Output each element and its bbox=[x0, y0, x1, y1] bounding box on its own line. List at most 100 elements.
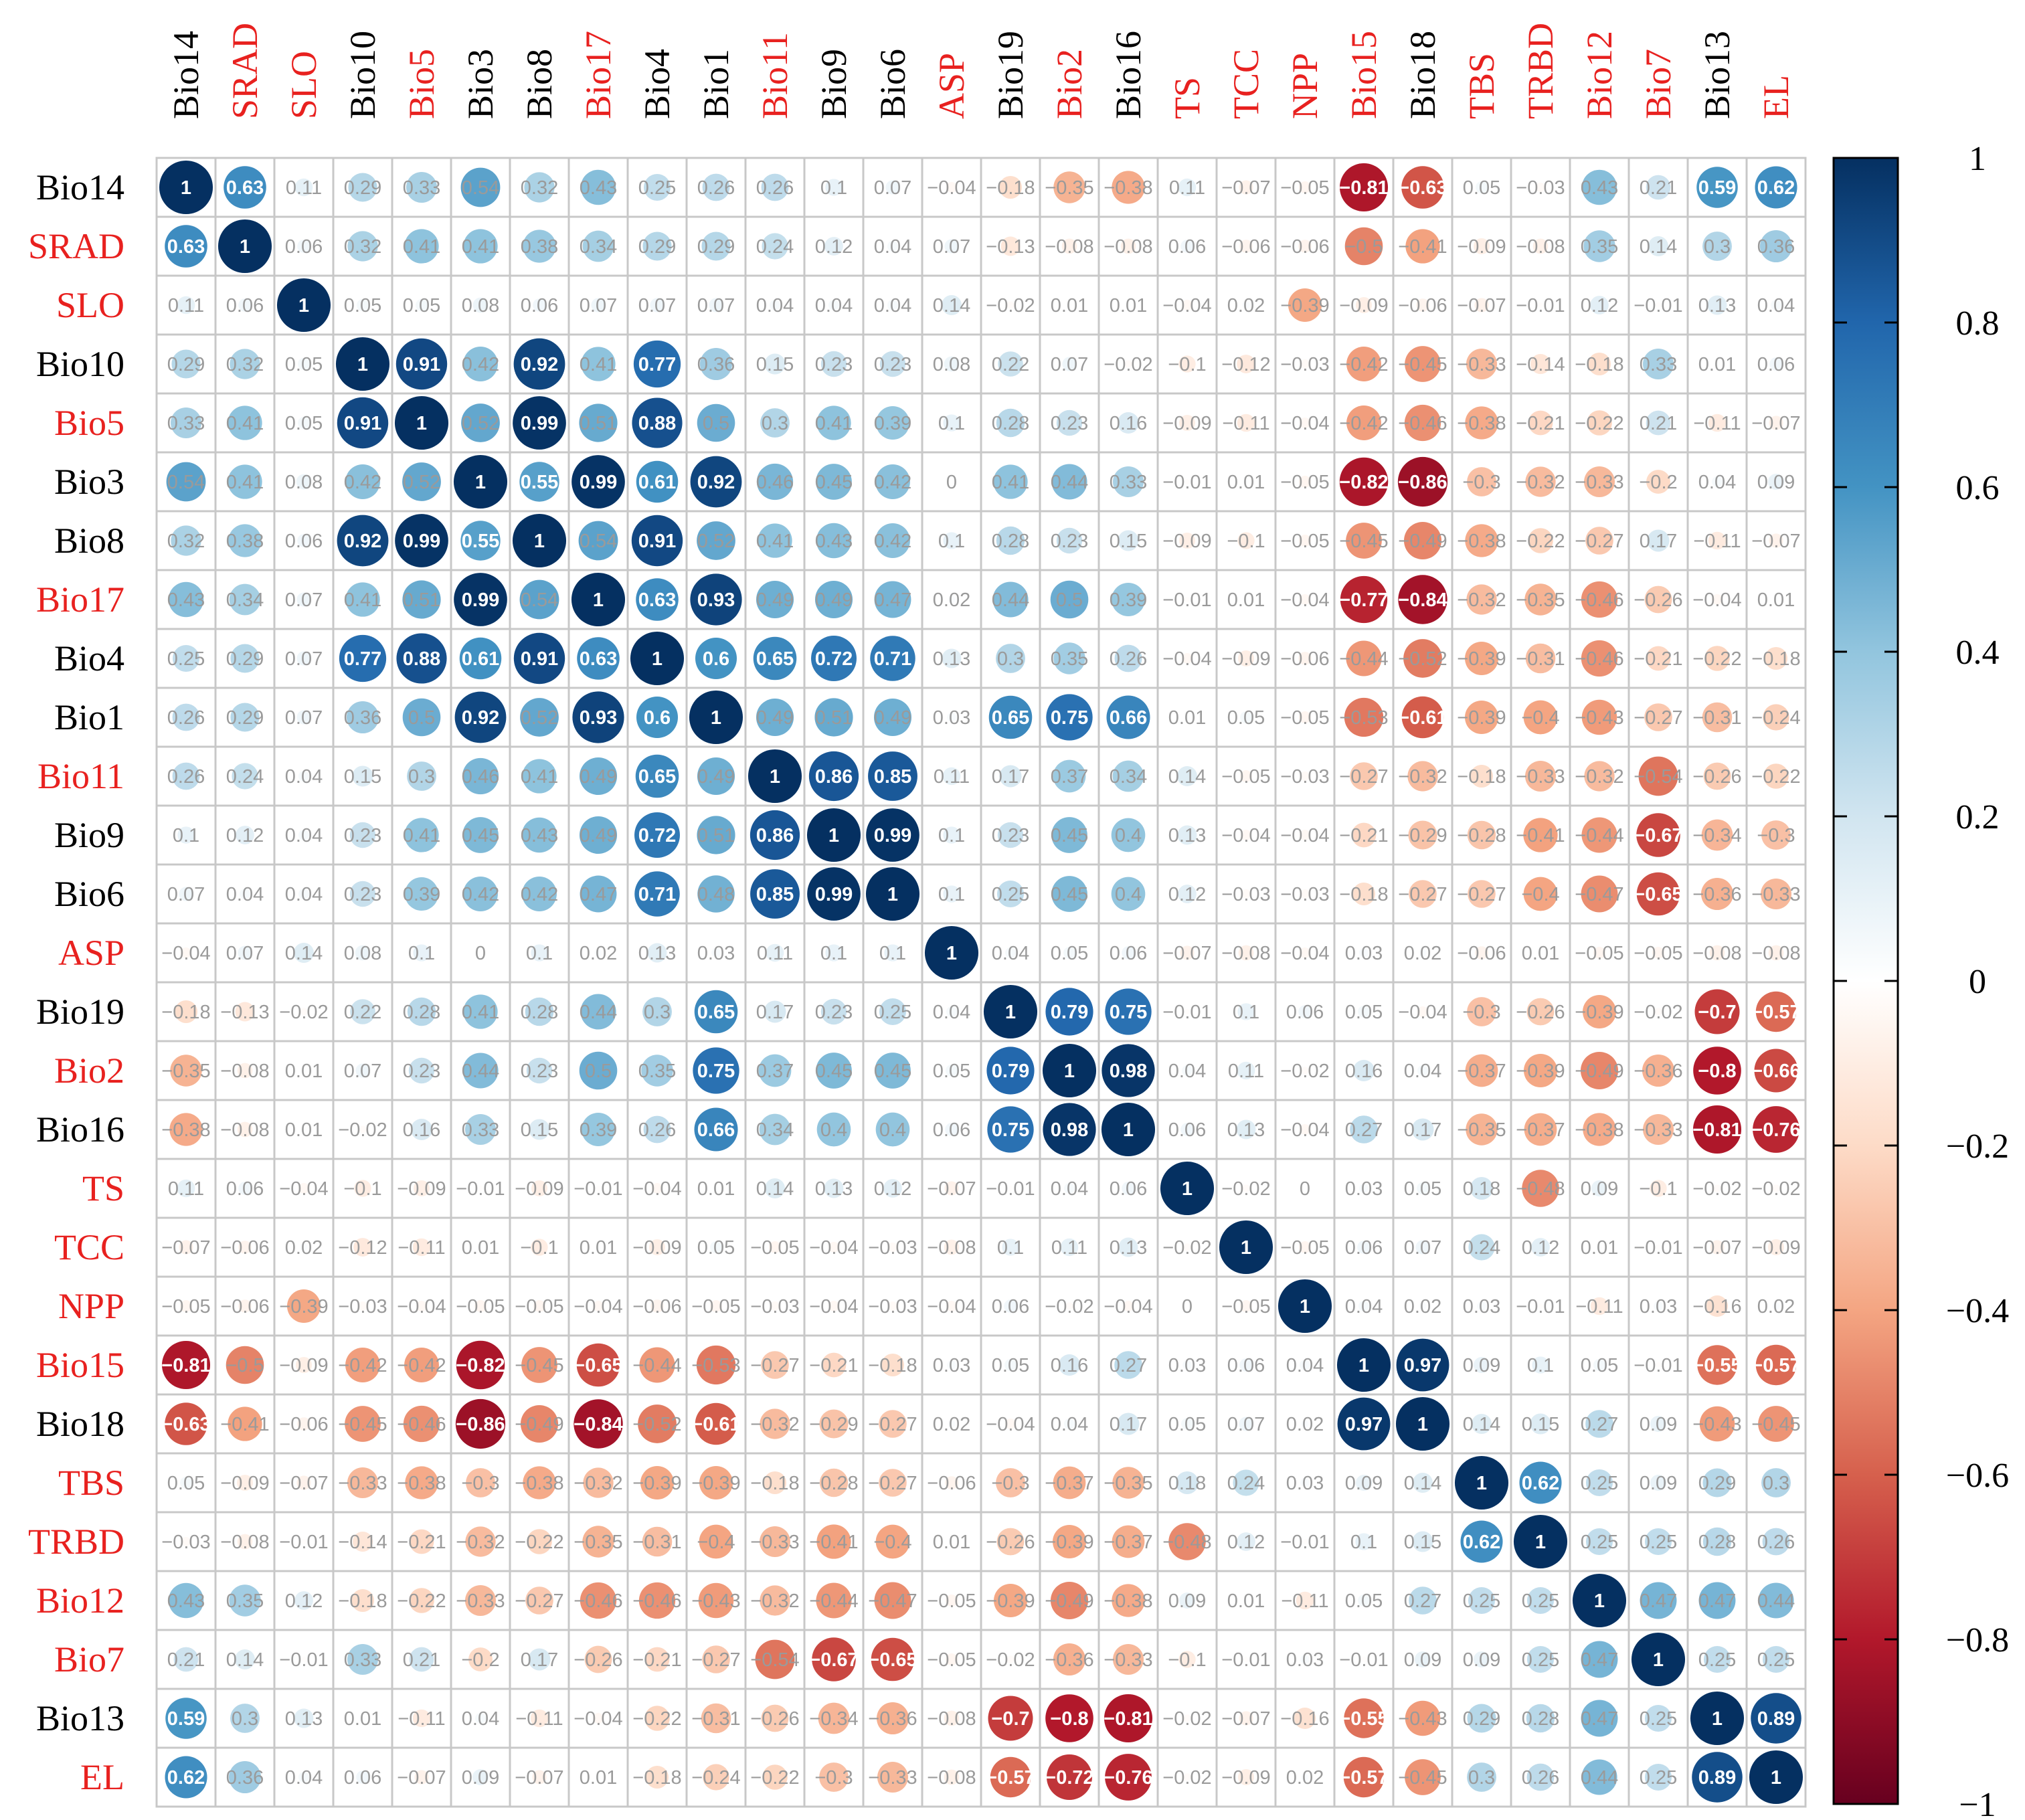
corr-circle-Bio11-ASP bbox=[942, 767, 961, 786]
corr-value-Bio7-TCC: −0.01 bbox=[1221, 1649, 1270, 1671]
corr-value-Bio14-Bio16: −0.38 bbox=[1104, 177, 1152, 199]
corr-value-Bio10-Bio19: 0.22 bbox=[992, 354, 1029, 375]
corr-value-Bio6-NPP: −0.03 bbox=[1280, 884, 1329, 905]
corr-value-Bio4-Bio18: −0.52 bbox=[1398, 648, 1447, 670]
corr-circle-Bio18-Bio4 bbox=[638, 1404, 677, 1443]
corr-value-ASP-Bio7: −0.05 bbox=[1634, 943, 1682, 964]
corr-circle-TS-TRBD bbox=[1522, 1170, 1559, 1207]
corr-value-SRAD-Bio5: 0.41 bbox=[403, 236, 440, 258]
corr-circle-TRBD-Bio12 bbox=[1585, 1528, 1613, 1556]
corr-circle-Bio17-Bio7 bbox=[1644, 585, 1672, 614]
corr-value-Bio10-Bio14: 0.29 bbox=[167, 354, 205, 375]
corr-value-Bio8-Bio17: 0.54 bbox=[580, 531, 617, 552]
corr-circle-Bio5-EL bbox=[1769, 416, 1783, 430]
corr-value-Bio17-EL: 0.01 bbox=[1757, 589, 1795, 611]
corr-value-Bio19-Bio10: 0.22 bbox=[344, 1002, 381, 1023]
corr-value-TCC-SLO: 0.02 bbox=[285, 1237, 323, 1259]
corr-value-TRBD-Bio7: 0.25 bbox=[1640, 1532, 1677, 1553]
corr-value-Bio15-EL: −0.57 bbox=[1751, 1355, 1800, 1376]
corr-value-Bio12-Bio6: −0.47 bbox=[868, 1590, 917, 1612]
corr-value-Bio11-Bio18: −0.32 bbox=[1398, 766, 1447, 788]
corr-circle-TCC-SRAD bbox=[238, 1241, 252, 1254]
corr-circle-Bio13-Bio11 bbox=[761, 1704, 789, 1732]
corr-value-TCC-Bio6: −0.03 bbox=[868, 1237, 917, 1259]
corr-value-Bio18-Bio4: −0.52 bbox=[632, 1414, 681, 1435]
corr-value-Bio15-Bio16: 0.27 bbox=[1110, 1355, 1147, 1376]
corr-circle-Bio13-Bio13 bbox=[1690, 1691, 1745, 1746]
corr-value-TCC-Bio11: −0.05 bbox=[750, 1237, 799, 1259]
corr-circle-Bio9-NPP bbox=[1299, 829, 1311, 841]
corr-circle-Bio7-Bio15 bbox=[1361, 1657, 1367, 1662]
corr-circle-Bio10-SLO bbox=[298, 358, 310, 370]
corr-circle-Bio13-Bio1 bbox=[701, 1703, 731, 1734]
corr-value-Bio5-Bio7: 0.21 bbox=[1640, 413, 1677, 434]
corr-circle-TRBD-Bio11 bbox=[760, 1526, 790, 1557]
corr-circle-Bio10-Bio8 bbox=[513, 338, 565, 390]
corr-value-Bio11-NPP: −0.03 bbox=[1280, 766, 1329, 788]
corr-value-Bio4-Bio9: 0.72 bbox=[815, 648, 853, 670]
corr-value-Bio18-Bio18: 1 bbox=[1417, 1414, 1428, 1435]
row-label-EL: EL bbox=[80, 1757, 124, 1797]
corr-value-Bio14-EL: 0.62 bbox=[1757, 177, 1795, 199]
corr-circle-TRBD-Bio16 bbox=[1112, 1525, 1145, 1558]
corr-circle-Bio13-TBS bbox=[1467, 1704, 1496, 1733]
corr-circle-Bio13-Bio16 bbox=[1104, 1694, 1153, 1743]
corr-value-Bio6-Bio17: 0.47 bbox=[580, 884, 617, 905]
corr-value-Bio1-Bio1: 1 bbox=[711, 707, 721, 729]
corr-circle-NPP-SLO bbox=[287, 1289, 321, 1323]
corr-circle-Bio9-Bio5 bbox=[404, 818, 439, 852]
corr-value-Bio6-TBS: −0.27 bbox=[1457, 884, 1506, 905]
corr-circle-Bio17-Bio5 bbox=[402, 580, 441, 619]
corr-circle-ASP-Bio6 bbox=[884, 944, 901, 962]
corr-value-ASP-Bio5: 0.1 bbox=[408, 943, 435, 964]
corr-value-Bio9-Bio8: 0.43 bbox=[521, 825, 558, 846]
corr-value-Bio17-TCC: 0.01 bbox=[1227, 589, 1265, 611]
corr-value-Bio16-TRBD: −0.37 bbox=[1516, 1119, 1565, 1141]
corr-circle-Bio1-SLO bbox=[296, 710, 311, 725]
corr-circle-Bio2-ASP bbox=[946, 1065, 958, 1077]
corr-circle-TRBD-TBS bbox=[1460, 1520, 1503, 1563]
corr-circle-SLO-Bio14 bbox=[177, 296, 195, 314]
corr-circle-Bio3-Bio16 bbox=[1113, 466, 1144, 497]
row-label-Bio3: Bio3 bbox=[54, 462, 124, 502]
corr-value-Bio14-SRAD: 0.63 bbox=[226, 177, 264, 199]
corr-circle-Bio3-Bio10 bbox=[345, 464, 380, 499]
corr-value-Bio17-Bio1: 0.93 bbox=[697, 589, 735, 611]
corr-value-Bio9-TRBD: −0.41 bbox=[1516, 825, 1565, 846]
corr-circle-Bio8-Bio5 bbox=[395, 514, 448, 567]
corr-circle-TBS-Bio9 bbox=[819, 1468, 849, 1497]
corr-circle-Bio12-EL bbox=[1758, 1582, 1794, 1619]
corr-value-Bio7-Bio15: −0.01 bbox=[1339, 1649, 1388, 1671]
corr-circle-Bio13-Bio14 bbox=[165, 1698, 207, 1739]
corr-circle-Bio12-SRAD bbox=[229, 1584, 261, 1617]
corr-value-Bio10-EL: 0.06 bbox=[1757, 354, 1795, 375]
corr-circle-Bio9-Bio2 bbox=[1051, 817, 1087, 853]
corr-circle-ASP-Bio5 bbox=[413, 944, 430, 962]
colorbar-tick-label: −0.6 bbox=[1946, 1457, 2009, 1495]
corr-circle-Bio12-SLO bbox=[294, 1591, 313, 1610]
corr-circle-Bio2-Bio13 bbox=[1693, 1046, 1741, 1095]
corr-value-EL-Bio7: 0.25 bbox=[1640, 1767, 1677, 1789]
corr-circle-ASP-Bio14 bbox=[180, 947, 192, 959]
corr-value-Bio12-ASP: −0.05 bbox=[927, 1590, 976, 1612]
corr-value-Bio19-TS: −0.01 bbox=[1162, 1002, 1211, 1023]
corr-value-TS-TS: 1 bbox=[1182, 1178, 1193, 1200]
corr-value-Bio15-TRBD: 0.1 bbox=[1527, 1355, 1554, 1376]
corr-value-ASP-Bio4: 0.13 bbox=[638, 943, 676, 964]
corr-circle-Bio11-Bio8 bbox=[522, 759, 557, 794]
corr-circle-Bio6-SLO bbox=[298, 888, 310, 900]
col-label-Bio16: Bio16 bbox=[1108, 31, 1148, 119]
corr-circle-TCC-Bio11 bbox=[769, 1241, 781, 1253]
corr-value-Bio14-Bio15: −0.81 bbox=[1339, 177, 1388, 199]
corr-value-Bio11-Bio19: 0.17 bbox=[992, 766, 1029, 788]
corr-value-Bio5-TBS: −0.38 bbox=[1457, 413, 1506, 434]
corr-value-Bio12-Bio9: −0.44 bbox=[809, 1590, 858, 1612]
corr-circle-SRAD-Bio18 bbox=[1405, 229, 1440, 264]
corr-circle-TBS-ASP bbox=[945, 1476, 958, 1489]
corr-circle-SRAD-Bio17 bbox=[582, 230, 614, 262]
col-label-Bio1: Bio1 bbox=[696, 49, 736, 119]
corr-value-ASP-TS: −0.07 bbox=[1162, 943, 1211, 964]
corr-circle-Bio8-TCC bbox=[1237, 532, 1255, 549]
corr-circle-TRBD-Bio14 bbox=[181, 1537, 191, 1546]
corr-value-Bio3-Bio13: 0.04 bbox=[1698, 472, 1736, 493]
